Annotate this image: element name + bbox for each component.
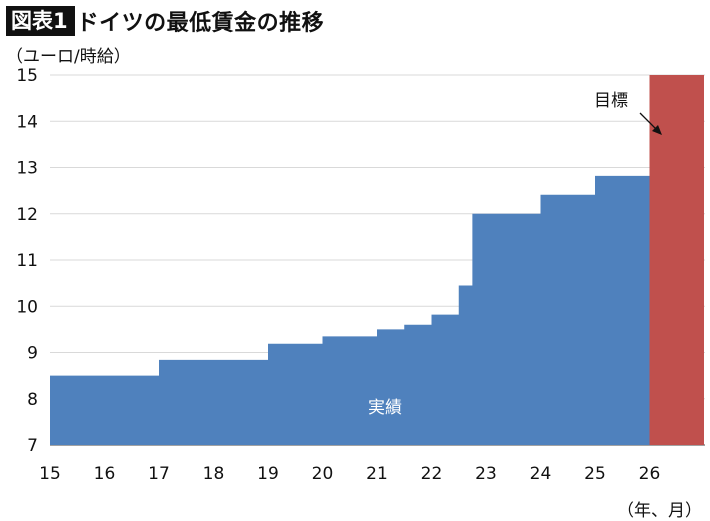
x-tick-label: 17	[148, 464, 170, 484]
y-tick-label: 11	[16, 251, 38, 271]
x-tick-labels: 15 16 17 18 19 20 21 22 23 24 25 26	[39, 464, 660, 484]
x-tick-label: 26	[639, 464, 661, 484]
x-tick-label: 22	[421, 464, 443, 484]
y-tick-labels: 7 8 9 10 11 12 13 14 15	[16, 66, 38, 456]
x-tick-label: 16	[94, 464, 116, 484]
y-tick-label: 13	[16, 159, 38, 179]
figure-badge: 図表1	[6, 6, 75, 36]
y-tick-label: 9	[27, 344, 38, 364]
x-axis-unit-label: （年、月）	[617, 501, 702, 521]
target-arrow-head	[652, 125, 662, 135]
x-tick-label: 20	[312, 464, 334, 484]
y-tick-label: 12	[16, 205, 38, 225]
chart-title: 図表1 ドイツの最低賃金の推移	[6, 4, 324, 38]
x-tick-label: 19	[257, 464, 279, 484]
x-tick-label: 24	[530, 464, 552, 484]
y-tick-label: 14	[16, 112, 38, 132]
x-tick-label: 18	[203, 464, 225, 484]
series-areas	[50, 75, 704, 445]
x-tick-label: 23	[475, 464, 497, 484]
annotations: 実績 目標	[368, 91, 662, 418]
x-tick-label: 15	[39, 464, 61, 484]
y-tick-label: 7	[27, 436, 38, 456]
series-area-1	[649, 75, 704, 445]
y-tick-label: 8	[27, 390, 38, 410]
x-tick-label: 21	[366, 464, 388, 484]
x-tick-label: 25	[584, 464, 606, 484]
y-tick-label: 10	[16, 297, 38, 317]
series-area-0	[50, 175, 650, 445]
y-tick-label: 15	[16, 66, 38, 86]
page-title: ドイツの最低賃金の推移	[76, 11, 325, 36]
y-axis-unit-label: （ユーロ/時給）	[6, 47, 131, 67]
series-label-target: 目標	[594, 91, 628, 111]
series-label-actual: 実績	[368, 398, 402, 418]
